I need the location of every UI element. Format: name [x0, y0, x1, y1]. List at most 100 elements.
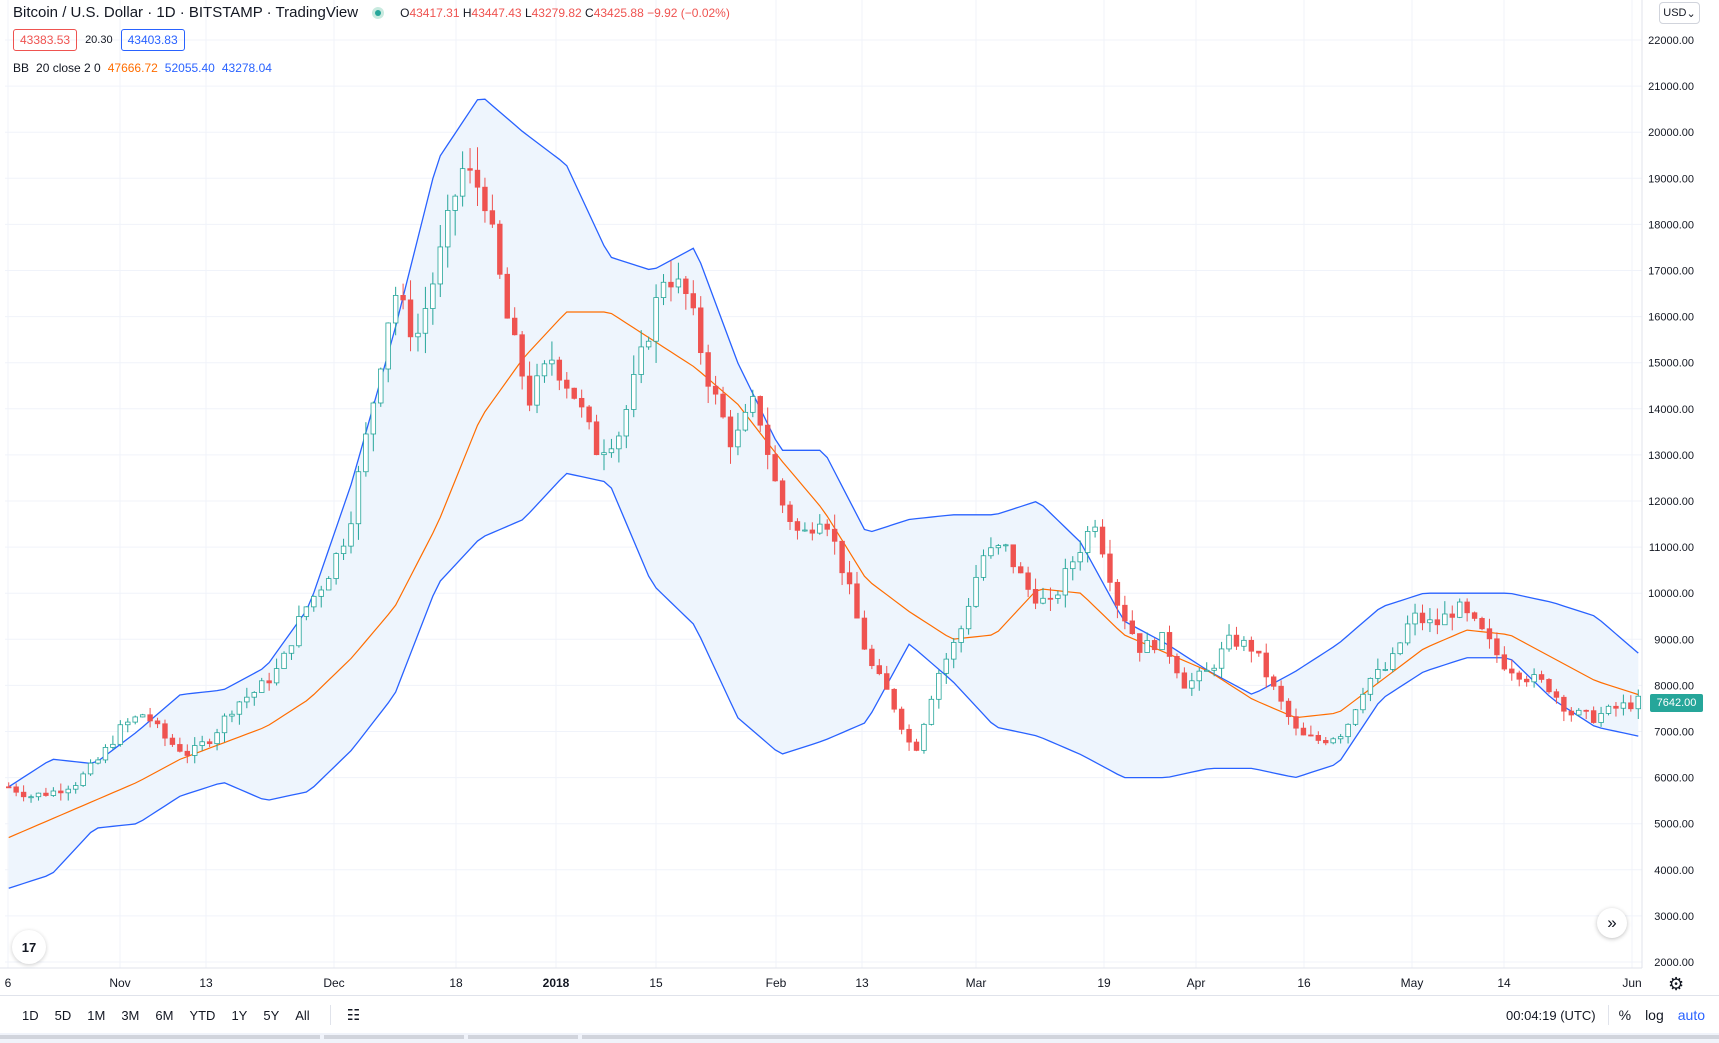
price-tick-label: 12000.00 — [1648, 496, 1694, 508]
candle-body — [1226, 634, 1232, 650]
range-ytd[interactable]: YTD — [189, 1007, 216, 1023]
symbol-title[interactable]: Bitcoin / U.S. Dollar · 1D · BITSTAMP · … — [13, 4, 359, 21]
candle-body — [1047, 597, 1054, 600]
candle-body — [1218, 648, 1225, 669]
candle-body — [1092, 526, 1098, 532]
candle-body — [154, 720, 161, 725]
candle-body — [1129, 620, 1135, 635]
candle-body — [1382, 669, 1388, 671]
indicator-name: BB — [13, 61, 30, 75]
price-tick-label: 10000.00 — [1648, 588, 1694, 600]
scrollbar-segment — [324, 1035, 464, 1039]
range-6m[interactable]: 6M — [155, 1007, 174, 1023]
candle-body — [1233, 634, 1240, 647]
candle-body — [1397, 642, 1403, 655]
candle-body — [1010, 544, 1016, 568]
change-value: −9.92 (−0.02%) — [647, 5, 730, 20]
goto-date-icon[interactable]: ☷ — [346, 1007, 361, 1024]
right-controls: 00:04:19 (UTC) % log auto — [1506, 996, 1719, 1034]
price-tick-label: 14000.00 — [1648, 404, 1694, 416]
range-3m[interactable]: 3M — [121, 1007, 140, 1023]
price-tick-label: 13000.00 — [1648, 450, 1694, 462]
candle-body — [526, 375, 533, 406]
candle-body — [1367, 677, 1374, 695]
candle-body — [750, 396, 756, 413]
auto-toggle[interactable]: auto — [1677, 1007, 1705, 1023]
candle-body — [936, 672, 942, 700]
candle-body — [102, 747, 109, 761]
candle-body — [281, 652, 287, 669]
bid-ask-row: 43383.53 20.30 43403.83 — [13, 29, 185, 51]
high-value: 43447.43 — [471, 5, 522, 20]
candle-body — [973, 576, 979, 607]
candle-body — [1605, 705, 1612, 714]
candle-body — [445, 210, 451, 248]
candle-body — [1293, 716, 1299, 729]
candle-body — [266, 680, 272, 684]
candle-body — [1501, 654, 1508, 670]
gear-icon[interactable]: ⚙ — [1668, 974, 1685, 994]
price-tick-label: 3000.00 — [1654, 911, 1694, 923]
candle-body — [1404, 623, 1411, 644]
candle-body — [854, 583, 860, 619]
candle-body — [370, 402, 377, 435]
candle-body — [65, 788, 71, 794]
candle-body — [50, 790, 57, 796]
candle-body — [117, 724, 124, 745]
candle-body — [1345, 723, 1351, 738]
candle-body — [601, 452, 607, 456]
candle-body — [1189, 680, 1195, 689]
candle-body — [385, 322, 391, 370]
candle-body — [221, 715, 228, 734]
price-chart[interactable]: 22000.00 21000.00 20000.00 19000.00 18000.00… — [0, 0, 1719, 995]
candle-body — [1479, 618, 1485, 630]
time-tick-label: 18 — [449, 976, 463, 990]
candle-body — [363, 433, 369, 473]
candle-body — [311, 595, 317, 608]
candle-body — [1122, 604, 1128, 622]
candle-body — [244, 696, 250, 703]
candle-body — [1590, 710, 1597, 723]
candle-body — [1568, 710, 1575, 716]
tradingview-logo-icon[interactable]: 17 — [12, 930, 46, 964]
time-scrollbar[interactable] — [0, 1033, 1719, 1043]
candle-body — [333, 553, 339, 579]
last-price-label: 7642.00 — [1650, 694, 1703, 712]
buy-price-button[interactable]: 43403.83 — [120, 29, 185, 51]
candle-body — [564, 379, 570, 389]
candle-body — [593, 421, 600, 456]
range-5y[interactable]: 5Y — [263, 1007, 280, 1023]
range-5d[interactable]: 5D — [54, 1007, 72, 1023]
candle-body — [415, 332, 421, 338]
time-tick-label: May — [1401, 976, 1424, 990]
range-1m[interactable]: 1M — [87, 1007, 106, 1023]
currency-button[interactable]: USD ⌄ — [1659, 2, 1700, 24]
candle-body — [206, 741, 213, 745]
utc-clock[interactable]: 00:04:19 (UTC) — [1506, 1007, 1596, 1023]
candle-body — [668, 281, 674, 288]
range-1y[interactable]: 1Y — [231, 1007, 248, 1023]
candle-body — [534, 375, 540, 406]
toolbar-divider — [329, 1005, 331, 1025]
market-status-icon[interactable] — [372, 6, 385, 19]
log-toggle[interactable]: log — [1645, 1007, 1664, 1023]
scroll-to-realtime-icon[interactable]: » — [1597, 908, 1627, 938]
range-1d[interactable]: 1D — [22, 1007, 39, 1023]
price-tick-label: 6000.00 — [1654, 773, 1694, 785]
candle-body — [139, 714, 146, 718]
candle-body — [1077, 552, 1083, 563]
candle-body — [1434, 619, 1441, 626]
candle-body — [13, 786, 19, 793]
candle-body — [906, 728, 912, 743]
open-value: 43417.31 — [409, 5, 460, 20]
candle-body — [288, 645, 295, 654]
candle-body — [1070, 561, 1076, 570]
candle-body — [1040, 597, 1046, 604]
chart-area[interactable]: 22000.00 21000.00 20000.00 19000.00 18000.00… — [0, 0, 1694, 990]
candle-body — [1471, 612, 1478, 619]
sell-price-button[interactable]: 43383.53 — [13, 29, 78, 51]
percent-toggle[interactable]: % — [1618, 1007, 1632, 1023]
price-tick-label: 7000.00 — [1654, 727, 1694, 739]
range-all[interactable]: All — [295, 1007, 310, 1023]
indicator-legend[interactable]: BB 20 close 2 0 47666.72 52055.40 43278.… — [13, 61, 279, 75]
